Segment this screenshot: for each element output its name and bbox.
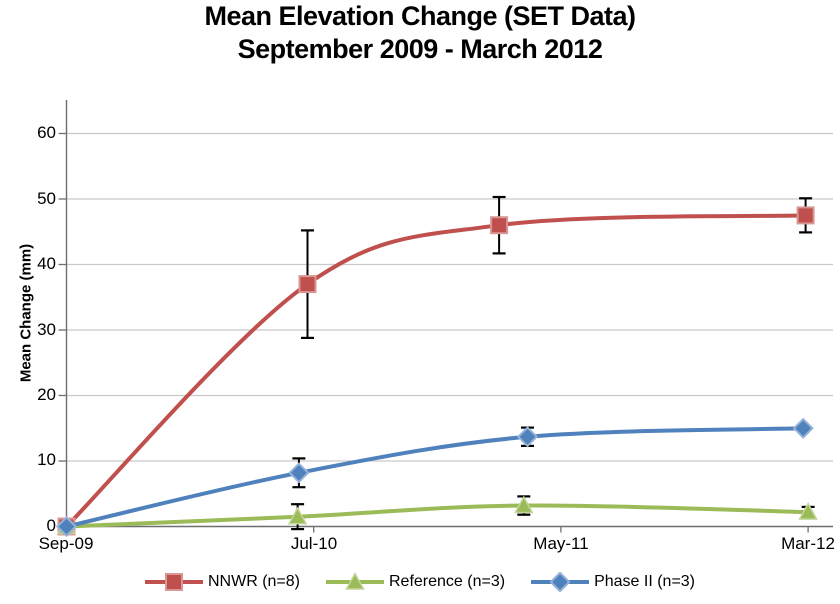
legend: NNWR (n=8) Reference (n=3) Phase II (n=3… [0, 572, 840, 592]
nnwr-square-marker-icon [144, 573, 203, 591]
legend-label-phase2: Phase II (n=3) [594, 573, 696, 590]
legend-item-phase2: Phase II (n=3) [531, 572, 695, 592]
y-tick-label-40: 40 [37, 254, 56, 273]
y-tick-label-30: 30 [37, 320, 56, 339]
chart-title: Mean Elevation Change (SET Data) Septemb… [0, 0, 840, 66]
y-tick-label-10: 10 [37, 450, 56, 469]
reference-triangle-marker-icon [326, 572, 384, 590]
x-tick-label-sep09: Sep-09 [38, 534, 94, 553]
x-tick-label-mar12: Mar-12 [781, 534, 835, 553]
chart-title-line2: September 2009 - March 2012 [237, 34, 603, 64]
chart-title-line1: Mean Elevation Change (SET Data) [204, 1, 636, 31]
legend-item-reference: Reference (n=3) [326, 572, 505, 592]
legend-label-nnwr: NNWR (n=8) [207, 573, 300, 590]
y-tick-label-50: 50 [37, 189, 56, 208]
legend-label-reference: Reference (n=3) [389, 573, 506, 590]
x-tick-label-jul10: Jul-10 [290, 534, 338, 553]
y-tick-label-60: 60 [37, 123, 56, 142]
phase2-diamond-marker-icon [531, 572, 590, 592]
x-tick-label-may11: May-11 [533, 534, 589, 553]
y-tick-label-20: 20 [37, 385, 56, 404]
legend-item-nnwr: NNWR (n=8) [144, 572, 300, 592]
y-tick-label-0: 0 [46, 516, 56, 535]
